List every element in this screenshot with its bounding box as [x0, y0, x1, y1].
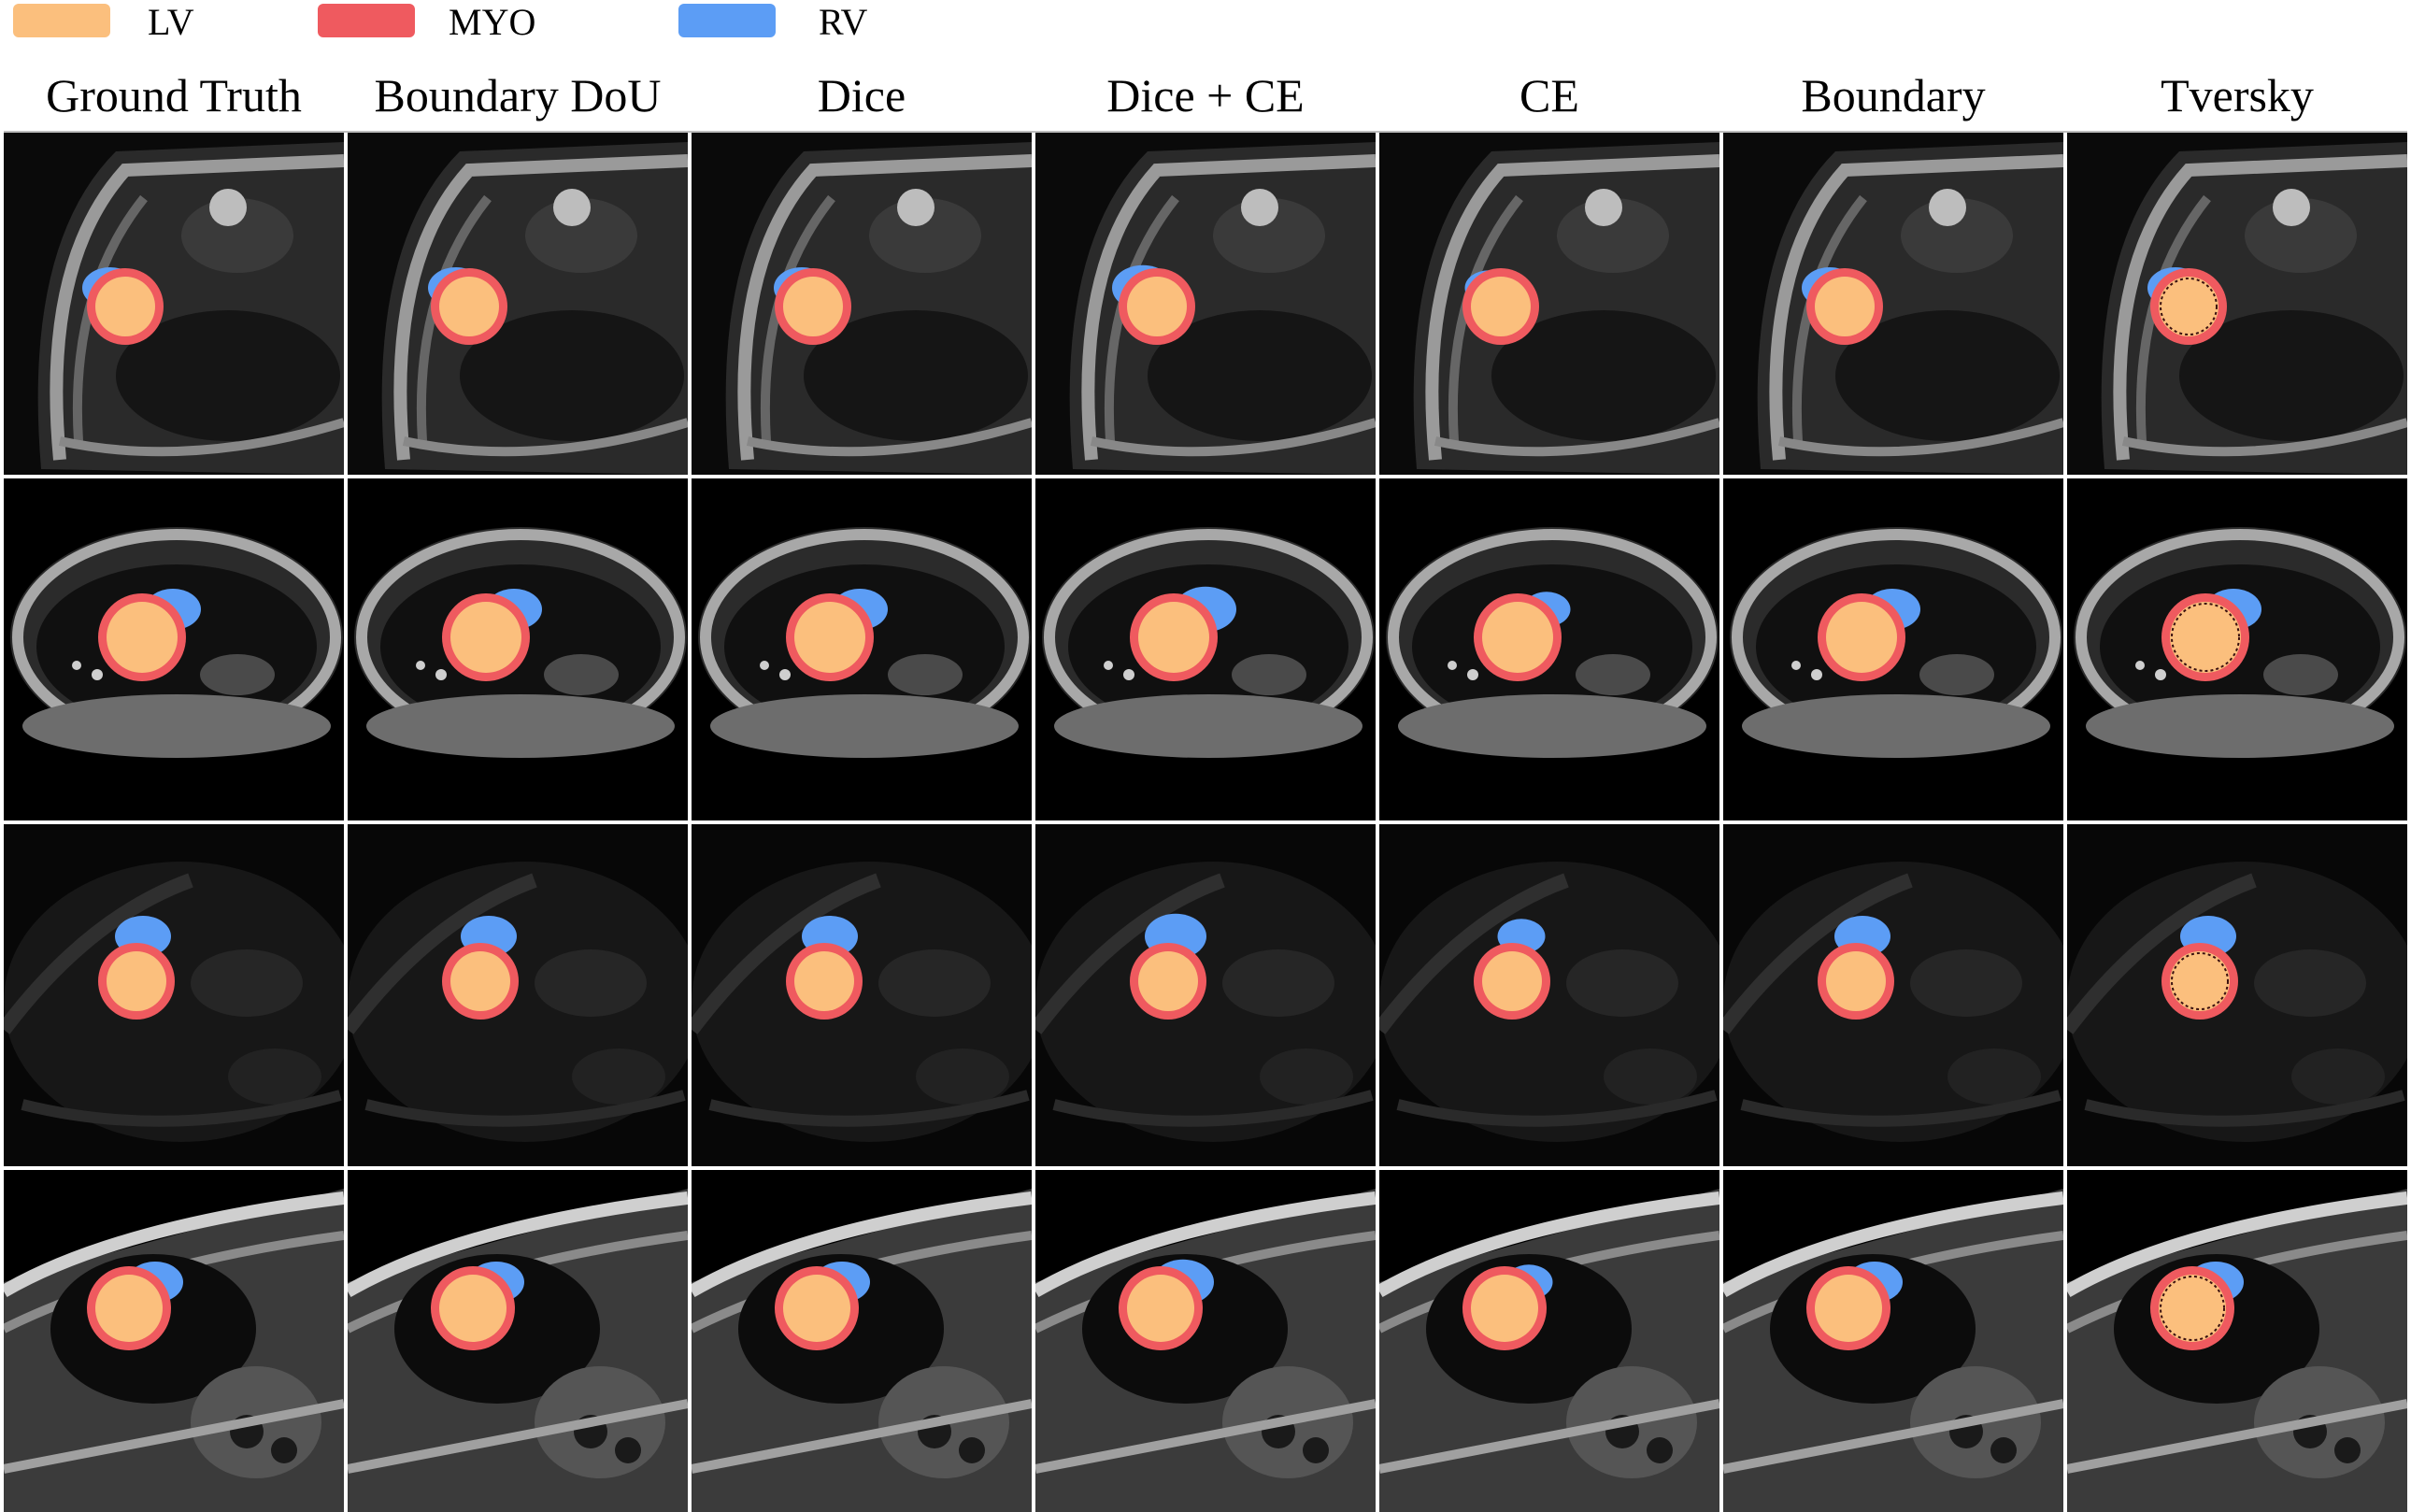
segmentation-image [4, 133, 344, 475]
lv-mask [783, 1275, 850, 1342]
lv-mask [439, 277, 499, 336]
lv-mask [2170, 951, 2230, 1011]
legend-label: RV [819, 1, 868, 43]
lv-mask [1138, 602, 1209, 673]
lv-mask [794, 951, 854, 1011]
lv-mask [95, 277, 155, 336]
legend: LV MYO RV [0, 0, 2411, 47]
segmentation-image [4, 478, 344, 820]
lv-mask [1826, 951, 1886, 1011]
column-title: CE [1519, 69, 1579, 121]
segmentation-image [692, 478, 1032, 820]
segmentation-image [692, 1170, 1032, 1512]
lv-mask [107, 951, 166, 1011]
segmentation-image [1379, 478, 1719, 820]
lv-mask [2170, 602, 2241, 673]
lv-mask [1482, 951, 1542, 1011]
column-title: Boundary [1801, 69, 1986, 121]
lv-mask [1138, 951, 1198, 1011]
lv-mask [2159, 1275, 2226, 1342]
header-divider [4, 131, 2407, 133]
segmentation-image [348, 824, 688, 1166]
segmentation-image [1723, 133, 2063, 475]
lv-mask [1471, 277, 1531, 336]
lv-mask [95, 1275, 163, 1342]
segmentation-image [1723, 824, 2063, 1166]
lv-swatch-icon [13, 4, 110, 37]
segmentation-image [348, 133, 688, 475]
column-title: Ground Truth [46, 69, 302, 121]
column-title: Dice + CE [1106, 69, 1305, 121]
segmentation-image [1035, 133, 1376, 475]
myo-swatch-icon [318, 4, 415, 37]
segmentation-image [1035, 1170, 1376, 1512]
lv-mask [794, 602, 865, 673]
lv-mask [107, 602, 178, 673]
segmentation-image [1035, 824, 1376, 1166]
column-headers: Ground Truth Boundary DoU Dice Dice + CE… [0, 58, 2411, 133]
lv-mask [1482, 602, 1553, 673]
lv-mask [1127, 277, 1187, 336]
legend-label: LV [148, 1, 194, 43]
segmentation-image [2067, 824, 2407, 1166]
lv-mask [439, 1275, 506, 1342]
legend-label: MYO [449, 1, 536, 43]
rv-swatch-icon [678, 4, 776, 37]
segmentation-image [692, 824, 1032, 1166]
segmentation-image [348, 478, 688, 820]
segmentation-image [1379, 1170, 1719, 1512]
lv-mask [450, 951, 510, 1011]
segmentation-image [1379, 133, 1719, 475]
segmentation-image [348, 1170, 688, 1512]
lv-mask [783, 277, 843, 336]
lv-mask [1826, 602, 1897, 673]
lv-mask [1815, 1275, 1882, 1342]
lv-mask [1471, 1275, 1538, 1342]
segmentation-image [1035, 478, 1376, 820]
segmentation-grid [0, 133, 2411, 1512]
column-title: Boundary DoU [374, 69, 662, 121]
segmentation-image [4, 824, 344, 1166]
segmentation-image [692, 133, 1032, 475]
segmentation-image [1379, 824, 1719, 1166]
column-title: Dice [817, 69, 906, 121]
segmentation-image [2067, 1170, 2407, 1512]
lv-mask [2159, 277, 2218, 336]
segmentation-image [4, 1170, 344, 1512]
lv-mask [1127, 1275, 1194, 1342]
lv-mask [450, 602, 521, 673]
segmentation-image [1723, 1170, 2063, 1512]
segmentation-image [1723, 478, 2063, 820]
segmentation-image [2067, 133, 2407, 475]
lv-mask [1815, 277, 1875, 336]
column-title: Tversky [2161, 69, 2314, 121]
segmentation-image [2067, 478, 2407, 820]
